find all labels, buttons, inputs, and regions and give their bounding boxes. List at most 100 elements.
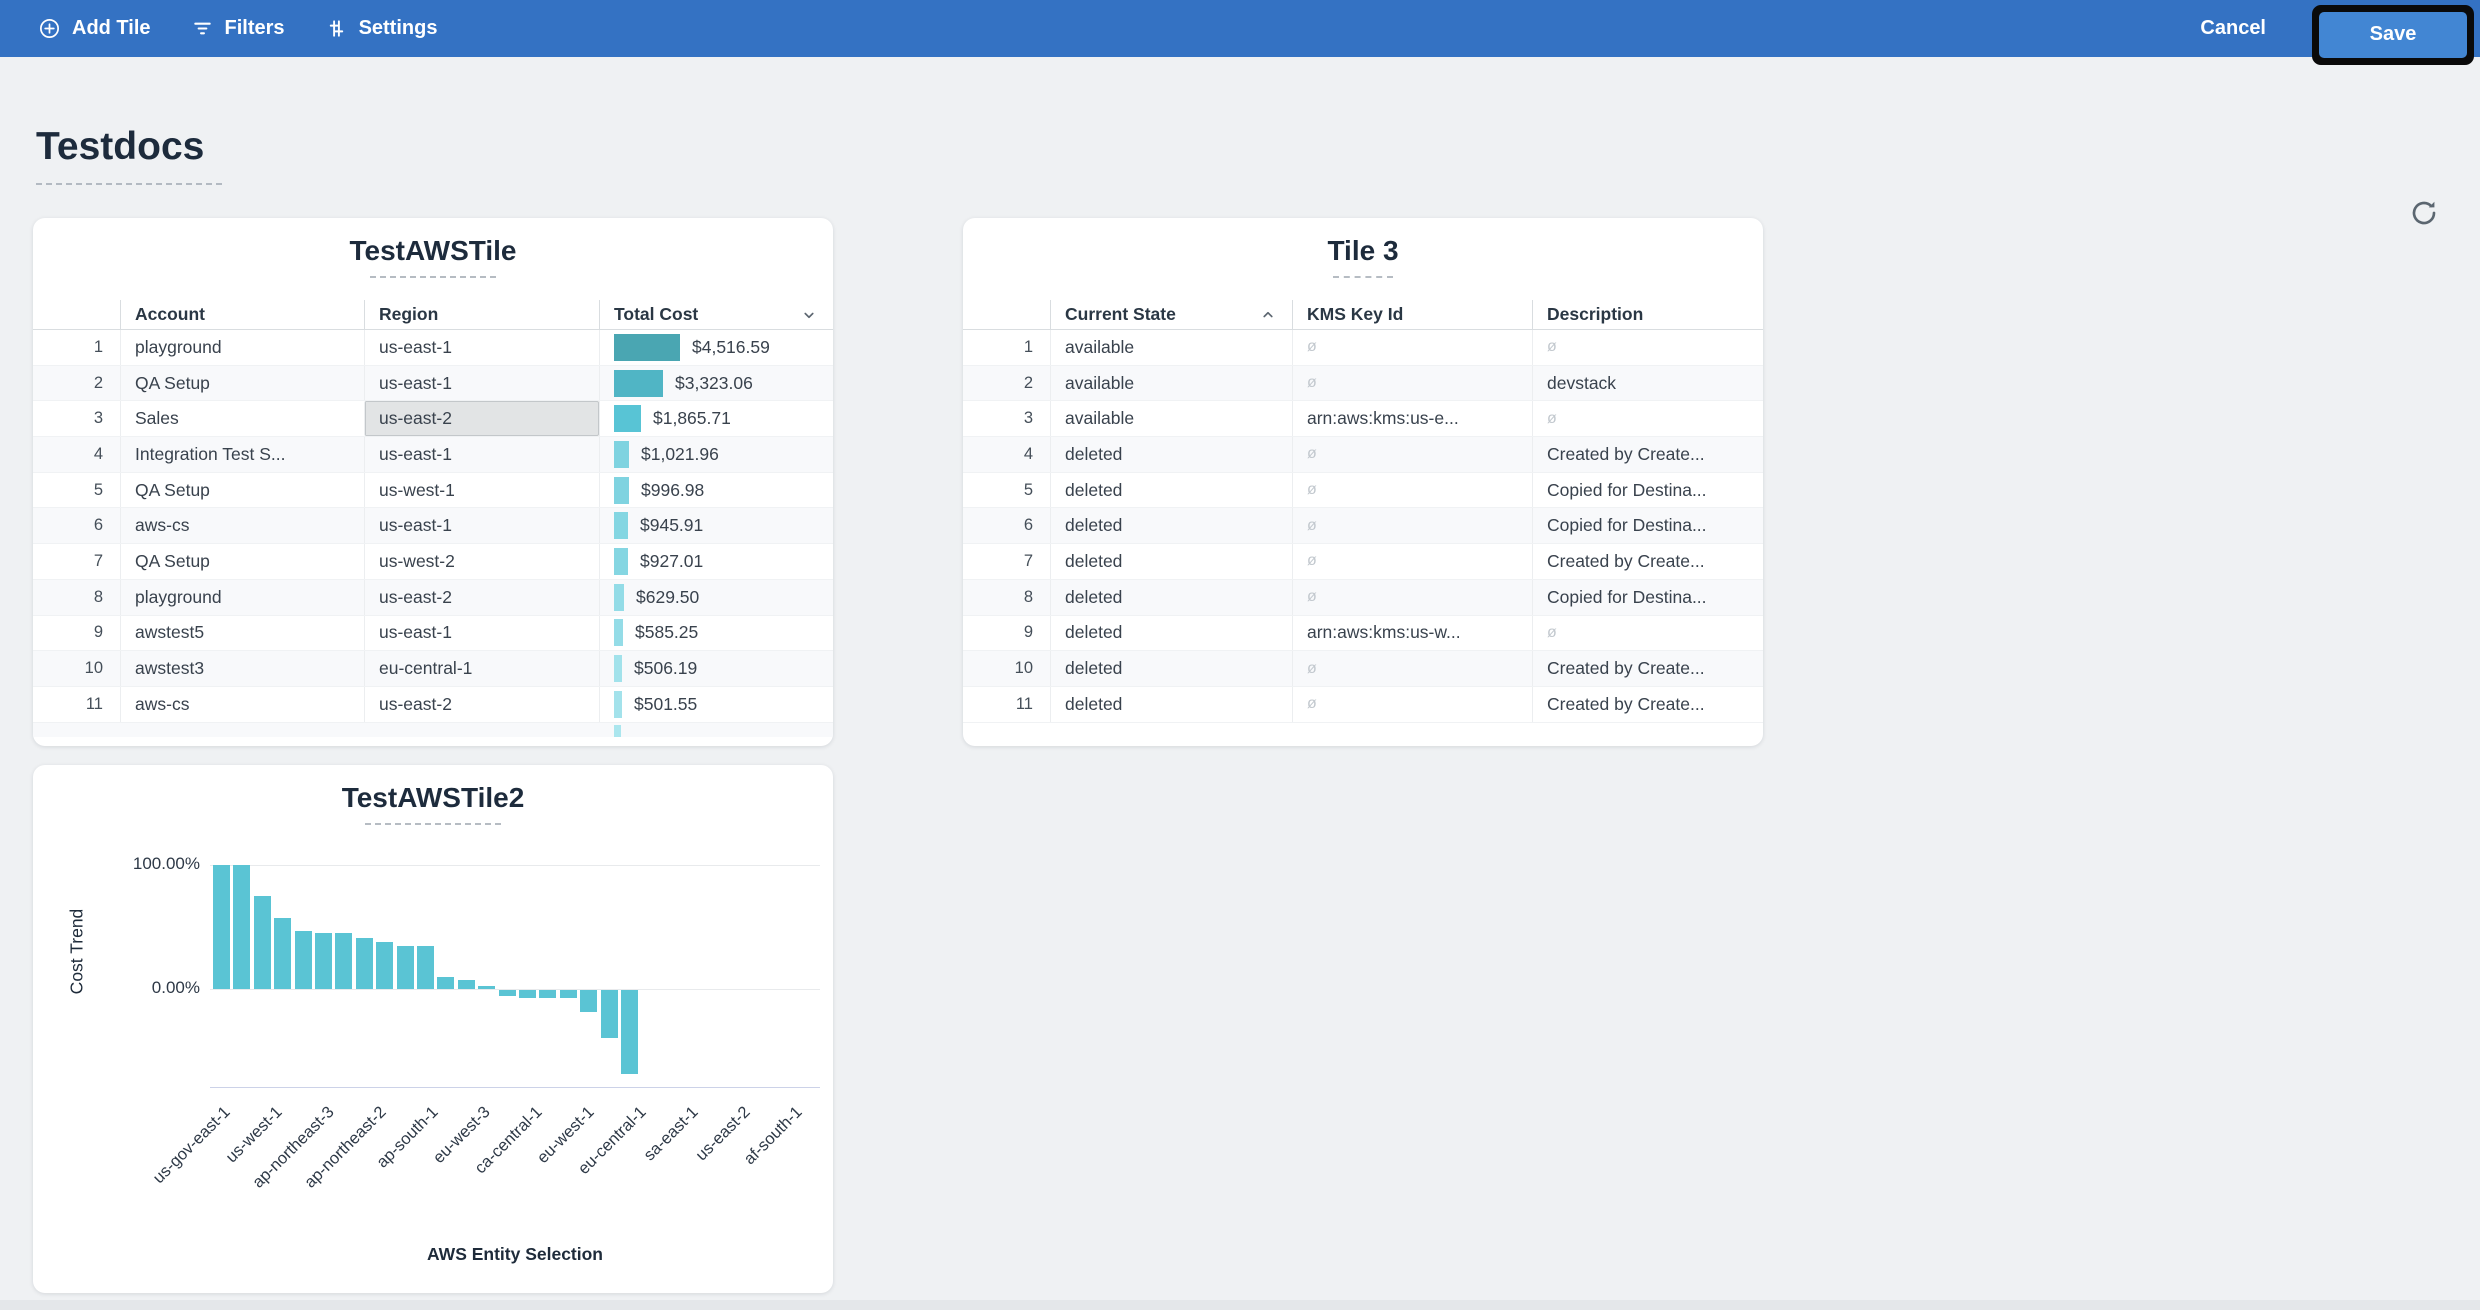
current-state-cell[interactable]: deleted [1050, 615, 1292, 651]
current-state-cell[interactable]: available [1050, 365, 1292, 401]
table-row[interactable]: 6 aws-cs us-east-1 $945.91 [33, 508, 833, 545]
current-state-cell[interactable]: deleted [1050, 544, 1292, 579]
account-cell[interactable]: QA Setup [120, 544, 364, 579]
table-row[interactable]: 11 aws-cs us-east-2 $501.55 [33, 686, 833, 723]
account-cell[interactable]: aws-cs [120, 508, 364, 544]
region-cell[interactable]: us-east-2 [364, 686, 599, 722]
total-cost-cell[interactable]: $945.91 [599, 508, 833, 544]
kms-key-id-cell[interactable]: ø [1292, 686, 1532, 722]
table-row[interactable]: 4 Integration Test S... us-east-1 $1,021.96 [33, 437, 833, 473]
account-cell[interactable]: awstest5 [120, 615, 364, 651]
current-state-cell[interactable]: deleted [1050, 686, 1292, 722]
settings-button[interactable]: Settings [325, 17, 437, 40]
region-cell[interactable]: eu-central-1 [364, 651, 599, 686]
tile-title[interactable]: Tile 3 [1327, 235, 1399, 266]
total-cost-cell[interactable]: $506.19 [599, 651, 833, 686]
table-row[interactable]: 2 QA Setup us-east-1 $3,323.06 [33, 365, 833, 402]
region-cell-selected[interactable]: us-east-2 [364, 401, 599, 437]
save-button[interactable]: Save [2319, 11, 2467, 58]
table-row[interactable]: 9 deleted arn:aws:kms:us-w... ø [963, 615, 1763, 652]
description-cell[interactable]: Copied for Destina... [1532, 472, 1763, 508]
current-state-cell[interactable]: deleted [1050, 472, 1292, 508]
description-cell[interactable]: Copied for Destina... [1532, 508, 1763, 544]
description-cell[interactable]: ø [1532, 401, 1763, 437]
header-current-state[interactable]: Current State [1050, 300, 1292, 329]
account-cell[interactable]: QA Setup [120, 472, 364, 508]
total-cost-cell[interactable]: $927.01 [599, 544, 833, 579]
table-row[interactable]: 10 awstest3 eu-central-1 $506.19 [33, 651, 833, 687]
header-total-cost[interactable]: Total Cost [599, 300, 833, 329]
description-cell[interactable]: Created by Create... [1532, 544, 1763, 579]
table-row[interactable]: 7 deleted ø Created by Create... [963, 544, 1763, 580]
description-cell[interactable]: ø [1532, 615, 1763, 651]
cancel-button[interactable]: Cancel [2200, 17, 2266, 39]
kms-key-id-cell[interactable]: ø [1292, 579, 1532, 615]
chevron-up-icon[interactable] [1259, 306, 1277, 324]
table-row[interactable]: 3 available arn:aws:kms:us-e... ø [963, 401, 1763, 438]
table-row[interactable]: 2 available ø devstack [963, 365, 1763, 402]
region-cell[interactable]: us-west-1 [364, 472, 599, 508]
region-cell[interactable]: us-east-2 [364, 579, 599, 615]
description-cell[interactable]: Created by Create... [1532, 651, 1763, 686]
chevron-down-icon[interactable] [800, 306, 818, 324]
table-row[interactable]: 1 available ø ø [963, 330, 1763, 366]
table-row[interactable]: 5 deleted ø Copied for Destina... [963, 472, 1763, 509]
table-row[interactable]: 5 QA Setup us-west-1 $996.98 [33, 472, 833, 509]
kms-key-id-cell[interactable]: ø [1292, 508, 1532, 544]
total-cost-cell[interactable]: $4,516.59 [599, 330, 833, 365]
header-kms-key-id[interactable]: KMS Key Id [1292, 300, 1532, 329]
add-tile-button[interactable]: Add Tile [38, 17, 151, 40]
kms-key-id-cell[interactable]: ø [1292, 330, 1532, 365]
current-state-cell[interactable]: available [1050, 330, 1292, 365]
total-cost-cell[interactable]: $1,021.96 [599, 437, 833, 472]
description-cell[interactable]: Created by Create... [1532, 437, 1763, 472]
current-state-cell[interactable]: deleted [1050, 508, 1292, 544]
total-cost-cell[interactable]: $3,323.06 [599, 365, 833, 401]
account-cell[interactable]: aws-cs [120, 686, 364, 722]
region-cell[interactable]: us-west-2 [364, 544, 599, 579]
account-cell[interactable]: awstest3 [120, 651, 364, 686]
description-cell[interactable]: Copied for Destina... [1532, 579, 1763, 615]
kms-key-id-cell[interactable]: ø [1292, 651, 1532, 686]
account-cell[interactable]: Integration Test S... [120, 437, 364, 472]
table-row[interactable]: 7 QA Setup us-west-2 $927.01 [33, 544, 833, 580]
total-cost-cell[interactable]: $996.98 [599, 472, 833, 508]
current-state-cell[interactable]: deleted [1050, 579, 1292, 615]
kms-key-id-cell[interactable]: ø [1292, 472, 1532, 508]
table-row[interactable]: 1 playground us-east-1 $4,516.59 [33, 330, 833, 366]
tile-title[interactable]: TestAWSTile2 [341, 782, 525, 813]
kms-key-id-cell[interactable]: ø [1292, 544, 1532, 579]
kms-key-id-cell[interactable]: arn:aws:kms:us-e... [1292, 401, 1532, 437]
region-cell[interactable]: us-east-1 [364, 615, 599, 651]
table-row[interactable]: 11 deleted ø Created by Create... [963, 686, 1763, 723]
page-title[interactable]: Testdocs [36, 125, 205, 168]
total-cost-cell[interactable]: $585.25 [599, 615, 833, 651]
header-region[interactable]: Region [364, 300, 599, 329]
refresh-icon[interactable] [2408, 197, 2440, 229]
kms-key-id-cell[interactable]: ø [1292, 437, 1532, 472]
current-state-cell[interactable]: deleted [1050, 651, 1292, 686]
total-cost-cell[interactable]: $501.55 [599, 686, 833, 722]
region-cell[interactable]: us-east-1 [364, 330, 599, 365]
table-row[interactable]: 8 playground us-east-2 $629.50 [33, 579, 833, 616]
current-state-cell[interactable]: available [1050, 401, 1292, 437]
region-cell[interactable]: us-east-1 [364, 437, 599, 472]
current-state-cell[interactable]: deleted [1050, 437, 1292, 472]
kms-key-id-cell[interactable]: arn:aws:kms:us-w... [1292, 615, 1532, 651]
table-row[interactable]: 10 deleted ø Created by Create... [963, 651, 1763, 687]
description-cell[interactable]: ø [1532, 330, 1763, 365]
account-cell[interactable]: Sales [120, 401, 364, 437]
description-cell[interactable]: Created by Create... [1532, 686, 1763, 722]
header-account[interactable]: Account [120, 300, 364, 329]
table-row[interactable]: 4 deleted ø Created by Create... [963, 437, 1763, 473]
region-cell[interactable]: us-east-1 [364, 508, 599, 544]
table-row[interactable]: 3 Sales us-east-2 $1,865.71 [33, 401, 833, 438]
account-cell[interactable]: playground [120, 330, 364, 365]
table-row[interactable]: 6 deleted ø Copied for Destina... [963, 508, 1763, 545]
description-cell[interactable]: devstack [1532, 365, 1763, 401]
total-cost-cell[interactable]: $1,865.71 [599, 401, 833, 437]
table-row[interactable]: 8 deleted ø Copied for Destina... [963, 579, 1763, 616]
filters-button[interactable]: Filters [191, 17, 285, 40]
region-cell[interactable]: us-east-1 [364, 365, 599, 401]
table-row[interactable]: 9 awstest5 us-east-1 $585.25 [33, 615, 833, 652]
